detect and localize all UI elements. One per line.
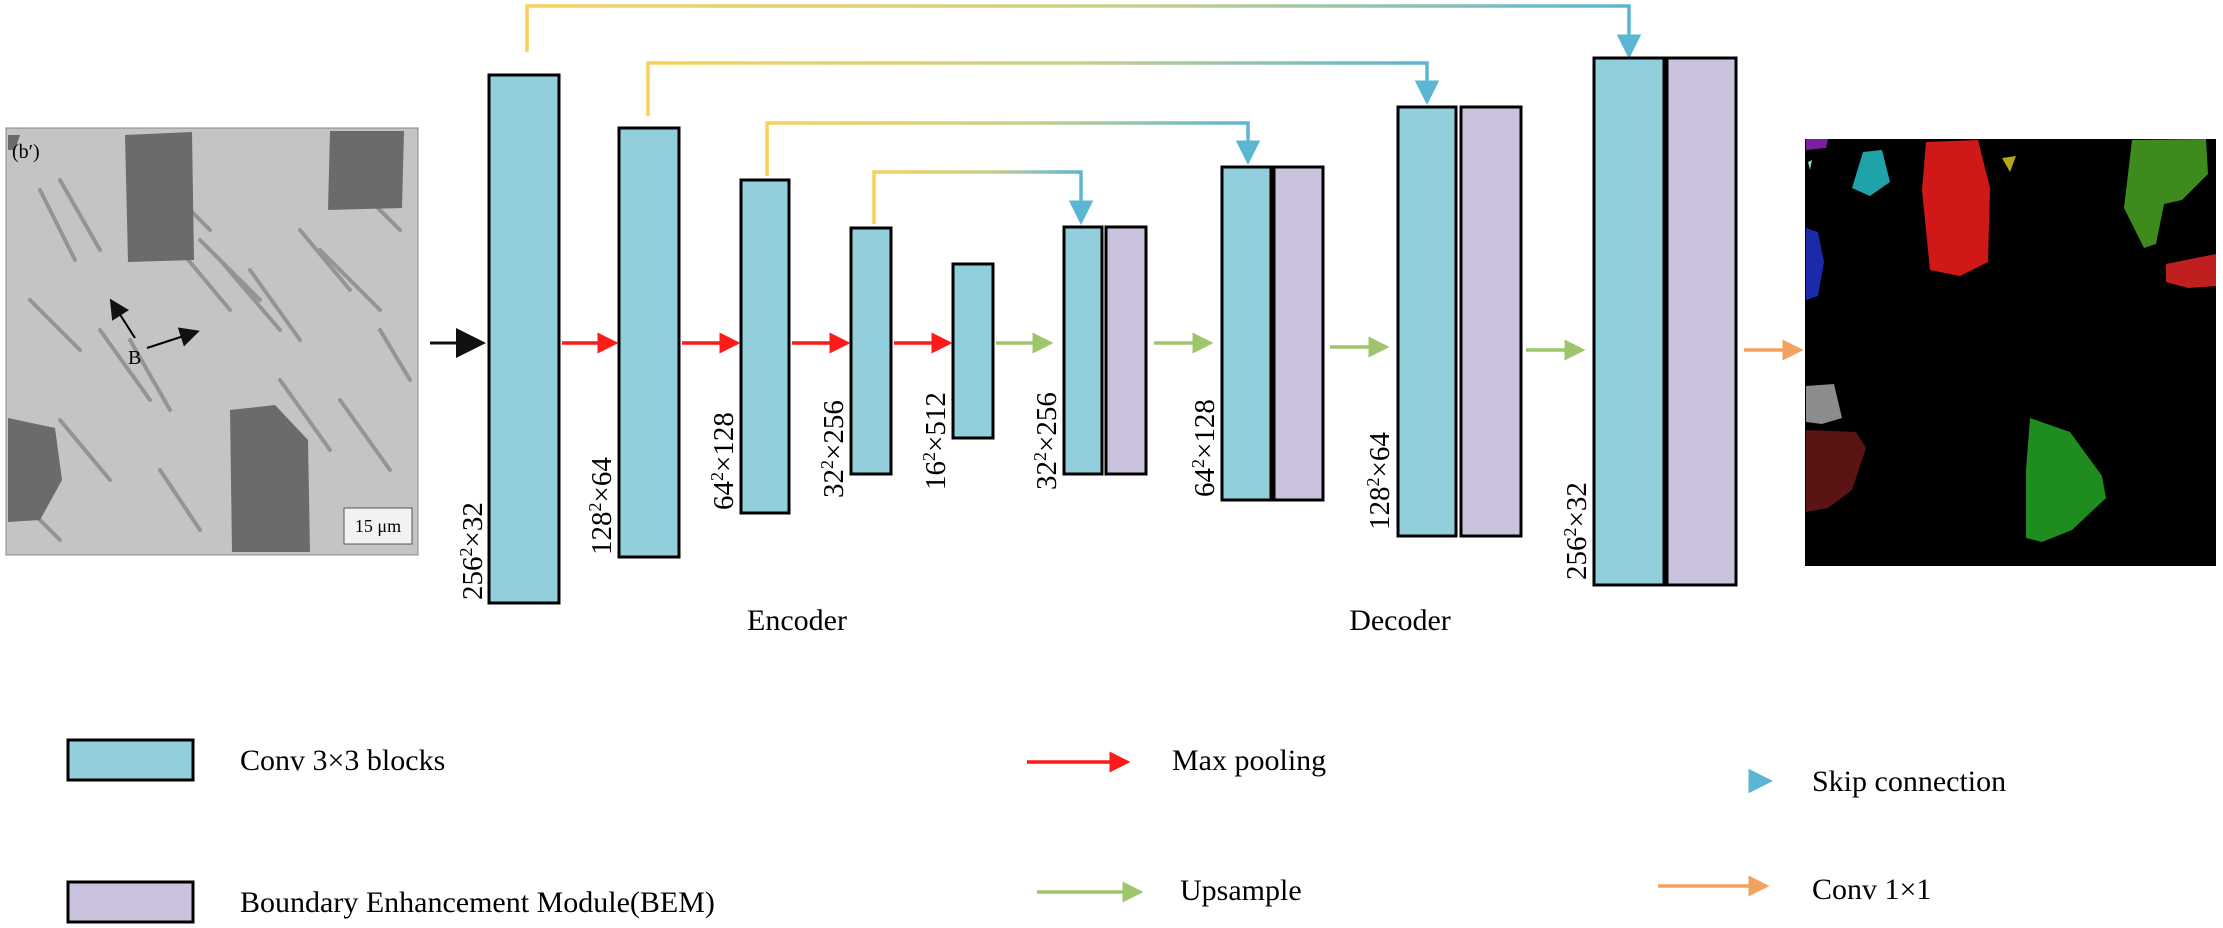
legend-upsample-label: Upsample — [1180, 874, 1302, 907]
legend-bem-swatch — [66, 880, 195, 924]
legend: Conv 3×3 blocks Boundary Enhancement Mod… — [66, 738, 2006, 924]
encoder-title: Encoder — [747, 604, 847, 637]
decoder-conv-block-2 — [1220, 165, 1273, 502]
skip-connection-2 — [646, 61, 1440, 116]
legend-conv-label: Conv 3×3 blocks — [240, 744, 445, 777]
annotation-b: B — [128, 347, 141, 369]
encoder-dim-label-5: 162×512 — [919, 392, 952, 490]
skip-connection-1 — [525, 4, 1642, 59]
decoder-dim-label-3: 1282×64 — [1363, 432, 1396, 530]
encoder-dim-label-1: 2562×32 — [456, 502, 489, 600]
encoder-blocks — [487, 73, 995, 605]
decoder-dim-label-2: 642×128 — [1188, 399, 1221, 497]
encoder-conv-block-3 — [739, 178, 791, 515]
upsample-arrows — [996, 332, 1586, 361]
decoder-conv-block-1 — [1062, 225, 1104, 476]
decoder-dim-labels: 322×256 642×128 1282×64 2562×32 — [1030, 392, 1593, 580]
encoder-conv-block-5 — [951, 262, 995, 440]
decoder-conv-block-3 — [1396, 105, 1458, 538]
decoder-bem-block-2 — [1272, 165, 1325, 502]
scale-bar-label: 15 μm — [355, 516, 401, 536]
panel-label: (b′) — [12, 141, 40, 163]
legend-maxpool-label: Max pooling — [1172, 744, 1326, 777]
input-micrograph: 15 μm (b′) B — [5, 127, 419, 556]
decoder-dim-label-1: 322×256 — [1030, 392, 1063, 490]
decoder-bem-block-3 — [1459, 105, 1523, 538]
encoder-conv-block-1 — [487, 73, 561, 605]
skip-connections — [525, 4, 1642, 225]
decoder-bem-block-4 — [1665, 56, 1738, 587]
encoder-dim-labels: 2562×32 1282×64 642×128 322×256 162×512 — [456, 392, 952, 600]
skip-connection-4 — [872, 170, 1094, 225]
output-segmentation-mask — [1805, 139, 2216, 566]
encoder-dim-label-4: 322×256 — [817, 400, 850, 498]
decoder-conv-block-4 — [1592, 56, 1666, 587]
decoder-bem-block-1 — [1104, 225, 1148, 476]
legend-conv-swatch — [66, 738, 195, 782]
legend-bem-label: Boundary Enhancement Module(BEM) — [240, 886, 715, 919]
legend-skip-label: Skip connection — [1812, 765, 2006, 798]
legend-conv1x1-label: Conv 1×1 — [1812, 873, 1931, 906]
decoder-blocks — [1062, 56, 1738, 587]
skip-connection-3 — [765, 121, 1261, 176]
encoder-dim-label-3: 642×128 — [707, 412, 740, 510]
encoder-conv-block-4 — [849, 226, 893, 476]
decoder-title: Decoder — [1349, 604, 1451, 637]
encoder-dim-label-2: 1282×64 — [585, 457, 618, 555]
decoder-dim-label-4: 2562×32 — [1560, 482, 1593, 580]
encoder-conv-block-2 — [617, 126, 681, 559]
